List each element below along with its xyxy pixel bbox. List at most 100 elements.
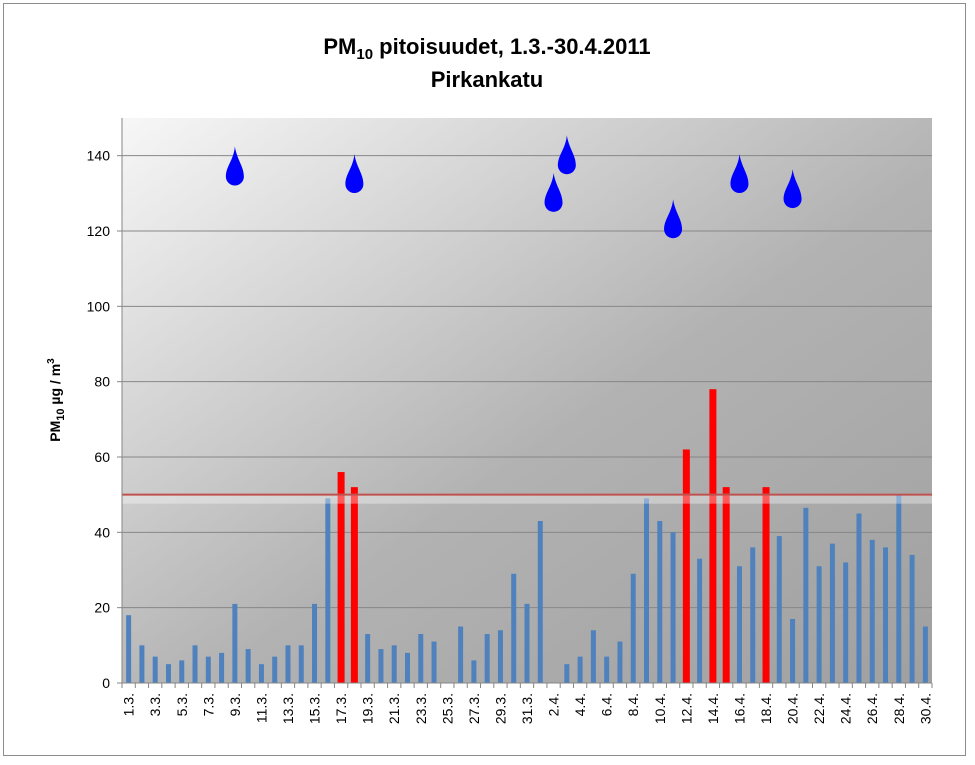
bar-17.3.	[337, 472, 345, 683]
raindrop-icon	[557, 135, 576, 175]
chart-subtitle: Pirkankatu	[431, 67, 544, 92]
x-tick-label: 15.3.	[307, 693, 323, 724]
bar-6.3.	[192, 645, 198, 683]
y-tick-label: 80	[94, 374, 110, 390]
x-tick-label: 7.3.	[200, 693, 216, 716]
x-tick-label: 28.4.	[891, 693, 907, 724]
x-tick-label: 1.3.	[121, 693, 137, 716]
bar-10.4.	[657, 521, 663, 683]
bar-10.3.	[245, 649, 251, 683]
bar-19.4.	[776, 536, 782, 683]
bar-19.3.	[365, 634, 371, 683]
bar-11.3.	[258, 664, 264, 683]
bar-28.3.	[484, 634, 490, 683]
x-tick-label: 29.3.	[492, 693, 508, 724]
bar-11.4.	[670, 532, 676, 683]
bar-21.4.	[803, 507, 809, 683]
bar-12.3.	[272, 656, 278, 683]
bar-6.4.	[604, 656, 610, 683]
bar-3.4.	[564, 664, 570, 683]
x-tick-label: 22.4.	[811, 693, 827, 724]
bar-1.4.	[537, 521, 543, 683]
x-tick-label: 16.4.	[731, 693, 747, 724]
x-tick-label: 24.4.	[838, 693, 854, 724]
bar-26.3.	[458, 626, 464, 683]
bar-21.3.	[391, 645, 397, 683]
bar-15.3.	[312, 603, 318, 683]
bar-14.3.	[298, 645, 304, 683]
bar-4.4.	[577, 656, 583, 683]
raindrop-icon	[664, 199, 683, 239]
gridlines	[122, 155, 932, 609]
x-tick-label: 14.4.	[705, 693, 721, 724]
x-tick-label: 10.4.	[652, 693, 668, 724]
bar-31.3.	[524, 603, 530, 683]
bar-7.3.	[205, 656, 211, 683]
bar-24.3.	[431, 641, 437, 683]
bars	[126, 389, 928, 683]
y-axis-label: PM10 µg / m3	[46, 358, 67, 442]
bar-29.4.	[909, 554, 915, 683]
x-tick-label: 9.3.	[227, 693, 243, 716]
x-tick-label: 13.3.	[280, 693, 296, 724]
bar-22.4.	[816, 566, 822, 683]
x-tick-label: 3.3.	[147, 693, 163, 716]
bar-9.4.	[644, 498, 650, 683]
axes	[117, 118, 933, 688]
raindrop-icon	[544, 172, 563, 212]
bar-28.4.	[896, 494, 902, 683]
bar-12.4.	[682, 449, 690, 683]
bar-25.4.	[856, 513, 862, 683]
y-tick-label: 40	[94, 524, 110, 540]
x-tick-label: 2.4.	[546, 693, 562, 716]
x-tick-label: 5.3.	[174, 693, 190, 716]
bar-20.4.	[790, 618, 796, 683]
x-tick-label: 11.3.	[253, 693, 269, 723]
bar-18.4.	[762, 487, 770, 683]
bar-20.3.	[378, 649, 384, 683]
y-tick-label: 60	[94, 449, 110, 465]
limit-line-shadow	[122, 493, 932, 504]
x-tick-label: 12.4.	[678, 693, 694, 724]
bar-9.3.	[232, 603, 238, 683]
y-tick-label: 20	[94, 600, 110, 616]
raindrop-icon	[783, 169, 802, 209]
x-tick-labels: 1.3. 3.3. 5.3. 7.3. 9.3. 11.3. 13.3. 15.3. 17.3.…	[121, 693, 934, 724]
bar-18.3.	[350, 487, 358, 683]
bar-1.3.	[126, 615, 132, 683]
bar-15.4.	[722, 487, 730, 683]
x-tick-label: 20.4.	[785, 693, 801, 724]
limit-line-layer	[122, 493, 932, 504]
bar-7.4.	[617, 641, 623, 683]
x-tick-label: 17.3.	[333, 693, 349, 724]
y-tick-label: 100	[87, 298, 111, 314]
x-tick-label: 31.3.	[519, 693, 535, 724]
bar-23.4.	[829, 543, 835, 683]
bar-27.4.	[883, 547, 889, 683]
y-tick-labels: 0 20 40 60 80 100 120 140	[87, 148, 111, 691]
bar-5.3.	[179, 660, 185, 683]
raindrop-icon	[730, 154, 749, 194]
bar-29.3.	[497, 630, 503, 683]
bar-8.4.	[630, 573, 636, 683]
bar-3.3.	[152, 656, 158, 683]
raindrop-icon	[345, 154, 364, 194]
y-tick-label: 140	[87, 148, 111, 164]
plot-area	[122, 118, 932, 683]
bar-23.3.	[418, 634, 424, 683]
bar-4.3.	[165, 664, 171, 683]
bar-30.3.	[511, 573, 517, 683]
x-tick-label: 18.4.	[758, 693, 774, 724]
bar-13.4.	[697, 558, 703, 683]
bar-13.3.	[285, 645, 291, 683]
x-tick-label: 21.3.	[386, 693, 402, 724]
bar-30.4.	[922, 626, 928, 683]
x-tick-label: 8.4.	[625, 693, 641, 716]
bar-16.3.	[325, 498, 331, 683]
bar-14.4.	[709, 389, 717, 683]
x-tick-label: 27.3.	[466, 693, 482, 724]
x-tick-label: 25.3.	[439, 693, 455, 724]
chart-title: PM10 pitoisuudet, 1.3.-30.4.2011	[323, 34, 650, 63]
x-tick-label: 6.4.	[599, 693, 615, 716]
